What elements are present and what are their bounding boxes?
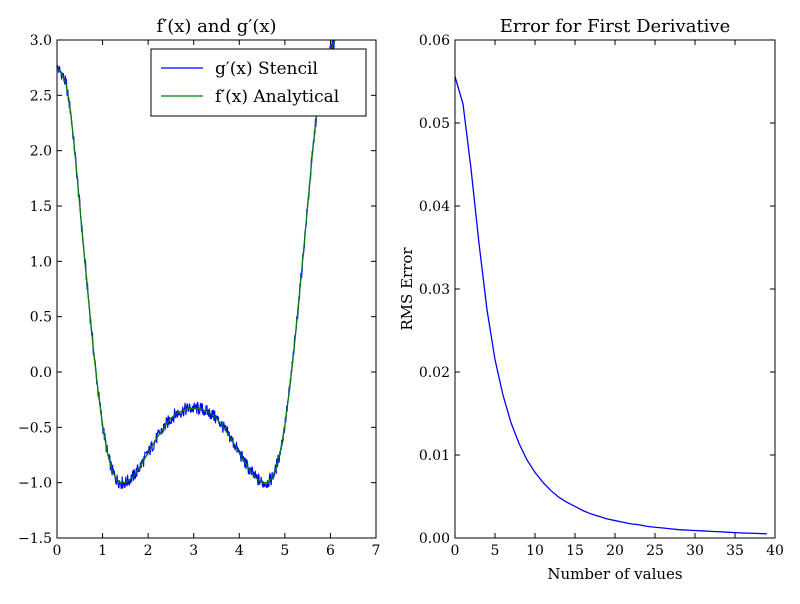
y-tick-label: 0.01 (419, 448, 450, 464)
y-tick-label: 0.00 (419, 531, 450, 547)
x-tick-label: 10 (526, 543, 544, 559)
x-tick-label: 20 (606, 543, 624, 559)
chart-title: Error for First Derivative (500, 16, 731, 37)
plot-frame (56, 39, 377, 539)
legend: g′(x) Stencil f′(x) Analytical (150, 48, 367, 117)
x-tick-label: 0 (451, 543, 460, 559)
y-tick-label: 0.03 (419, 282, 450, 298)
y-axis-label: RMS Error (398, 247, 416, 331)
left-subplot: 0 1 2 3 4 5 6 7 −1.5 −1.0 −0.5 0.0 0.5 1.0 1.5 2.0 2.5 3.… (18, 16, 380, 559)
y-tick-label: −0.5 (18, 420, 52, 436)
x-tick-label: 5 (280, 543, 289, 559)
y-tick-label: 3.0 (30, 33, 52, 49)
legend-label-0: g′(x) Stencil (215, 59, 318, 79)
chart-title: f′(x) and g′(x) (156, 16, 276, 37)
x-tick-label: 5 (491, 543, 500, 559)
series-line-1-0 (455, 76, 768, 535)
y-tick-label: 1.0 (30, 254, 52, 270)
x-tick-label: 25 (646, 543, 664, 559)
x-tick-label: 6 (326, 543, 335, 559)
legend-label-1: f′(x) Analytical (215, 87, 339, 107)
y-tick-label: 0.04 (419, 199, 450, 215)
series-line-0-1 (57, 40, 336, 484)
x-tick-label: 35 (726, 543, 744, 559)
y-tick-label: 0.0 (30, 365, 52, 381)
y-tick-label: 0.02 (419, 365, 450, 381)
x-tick-label: 15 (566, 543, 584, 559)
y-tick-label: −1.0 (18, 476, 52, 492)
x-axis-label: Number of values (547, 565, 682, 583)
x-tick-label: 3 (189, 543, 198, 559)
y-tick-label: 2.5 (30, 88, 52, 104)
x-tick-label: 1 (98, 543, 107, 559)
x-tick-label: 2 (144, 543, 153, 559)
legend-box (150, 48, 367, 117)
x-tick-label: 30 (686, 543, 704, 559)
right-subplot: 0 5 10 15 20 25 30 35 40 0.00 0.01 0.02 0.03 0.04 0.05… (398, 16, 784, 583)
y-tick-label: 1.5 (30, 199, 52, 215)
x-tick-label: 0 (53, 543, 62, 559)
y-tick-label: 2.0 (30, 144, 52, 160)
x-tick-label: 40 (766, 543, 784, 559)
x-tick-label: 4 (235, 543, 244, 559)
x-tick-label: 7 (372, 543, 381, 559)
y-tick-label: 0.06 (419, 33, 450, 49)
y-tick-label: 0.5 (30, 310, 52, 326)
plot-frame (454, 39, 776, 539)
y-tick-label: 0.05 (419, 116, 450, 132)
y-tick-label: −1.5 (18, 531, 52, 547)
